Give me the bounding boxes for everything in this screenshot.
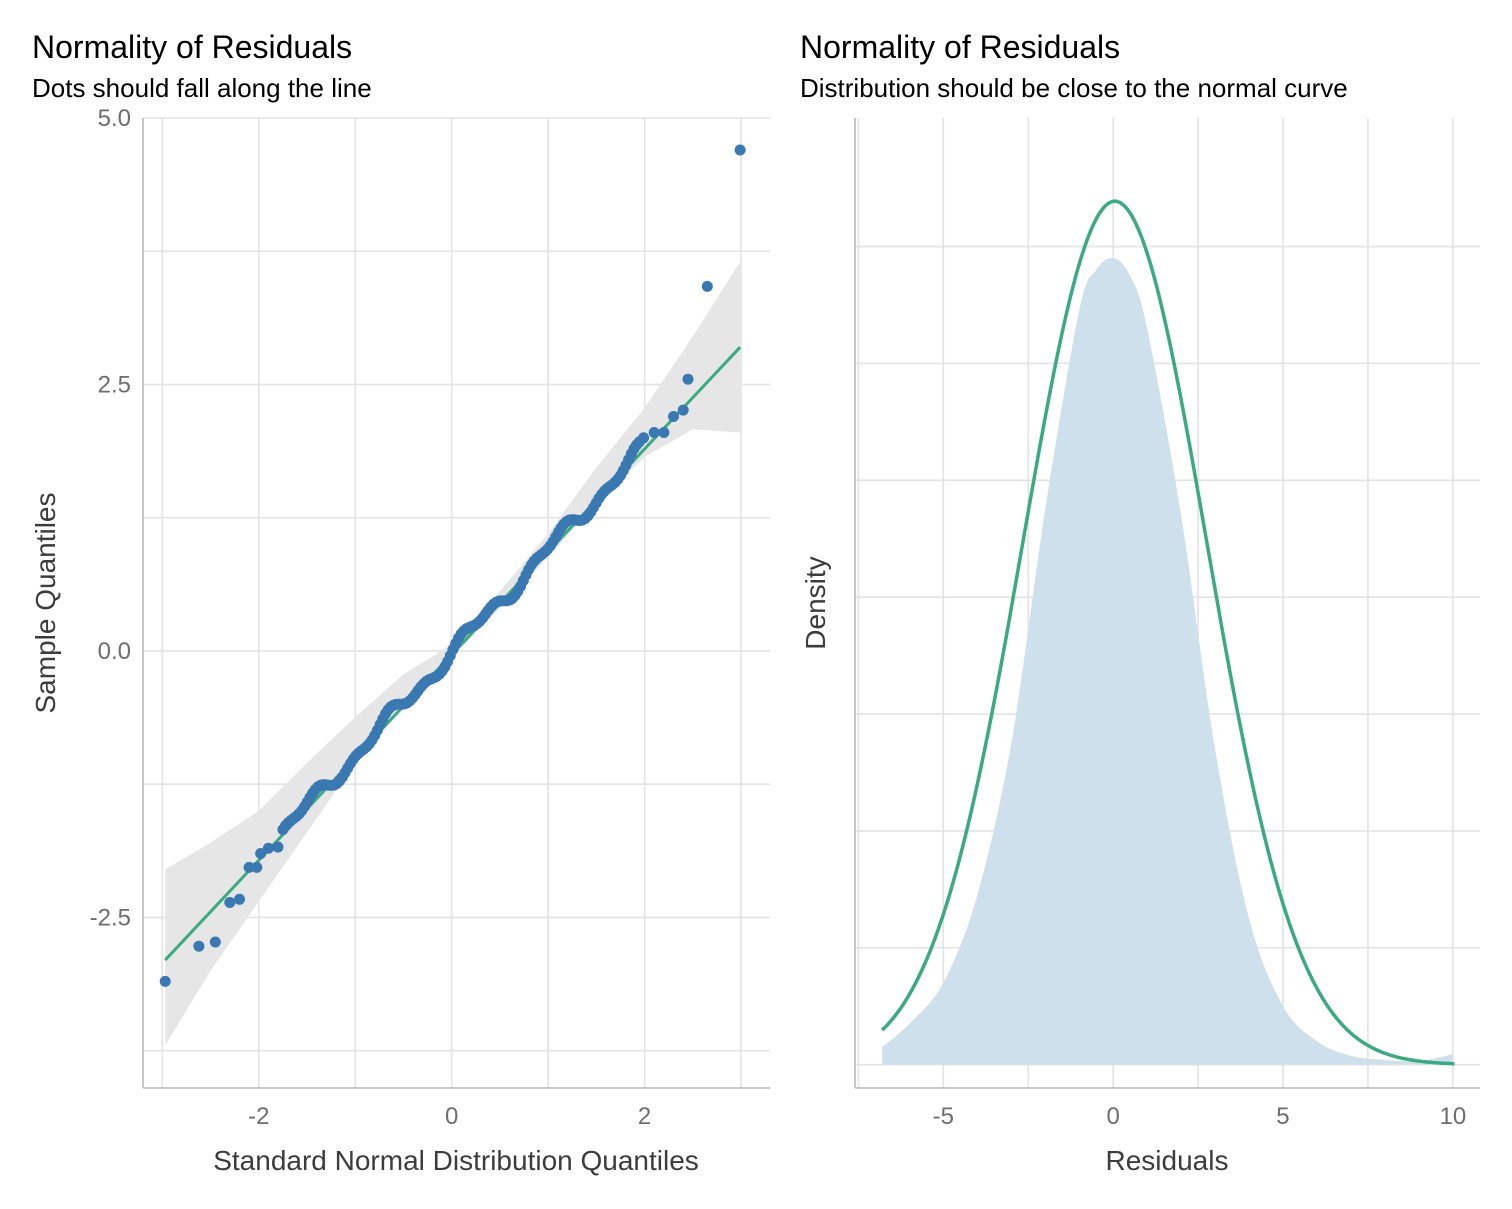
qq-plot-panel: Normality of Residuals Dots should fall …: [30, 29, 770, 1176]
qq-plot-title: Normality of Residuals: [32, 29, 352, 65]
normal-curve: [880, 199, 1455, 1066]
qq-point: [668, 411, 679, 422]
density-x-tick-labels: -5 0 5 10: [933, 1103, 1467, 1130]
qq-y-tick-label: 0.0: [98, 638, 131, 665]
qq-point: [677, 404, 689, 416]
qq-point: [159, 975, 171, 987]
density-plot-panel: Normality of Residuals Distribution shou…: [800, 29, 1480, 1176]
qq-y-tick-label: -2.5: [90, 904, 131, 931]
qq-x-tick-label: 0: [445, 1103, 458, 1130]
qq-y-tick-labels: -2.5 0.0 2.5 5.0: [90, 105, 131, 931]
qq-point: [234, 893, 245, 905]
qq-axes: [142, 118, 770, 1089]
density-x-tick-label: 0: [1106, 1103, 1119, 1130]
qq-point: [209, 936, 221, 948]
qq-point: [648, 427, 660, 438]
qq-gridlines: [143, 117, 770, 1088]
qq-y-tick-label: 2.5: [98, 371, 131, 398]
density-plot-title: Normality of Residuals: [800, 29, 1120, 65]
density-x-tick-label: 5: [1276, 1103, 1289, 1130]
normal-curve-path: [880, 199, 1455, 1066]
qq-y-tick-label: 5.0: [98, 105, 131, 132]
qq-plot-subtitle: Dots should fall along the line: [32, 73, 372, 103]
qq-point: [243, 861, 255, 873]
qq-point: [638, 432, 650, 444]
qq-x-axis-label: Standard Normal Distribution Quantiles: [213, 1145, 699, 1176]
qq-point: [251, 861, 263, 873]
density-x-tick-label: -5: [933, 1103, 954, 1130]
qq-y-axis-label: Sample Quantiles: [30, 492, 61, 713]
qq-point: [701, 280, 713, 292]
density-estimate-area: [882, 258, 1453, 1065]
qq-point: [262, 842, 274, 854]
qq-point: [682, 373, 694, 385]
density-plot-subtitle: Distribution should be close to the norm…: [800, 73, 1348, 103]
qq-x-tick-labels: -2 0 2: [248, 1103, 651, 1130]
qq-x-tick-label: 2: [638, 1103, 651, 1130]
qq-point: [734, 144, 746, 156]
qq-point: [193, 940, 205, 952]
qq-point: [255, 848, 267, 859]
qq-point: [658, 427, 670, 438]
qq-points: [159, 144, 746, 987]
density-x-tick-label: 10: [1439, 1103, 1466, 1130]
qq-point: [272, 841, 284, 853]
density-estimate-shape: [882, 258, 1453, 1065]
density-x-axis-label: Residuals: [1106, 1145, 1229, 1176]
density-y-axis-label: Density: [800, 556, 831, 649]
qq-x-tick-label: -2: [248, 1103, 269, 1130]
qq-point: [224, 897, 236, 908]
density-axes: [854, 118, 1480, 1089]
